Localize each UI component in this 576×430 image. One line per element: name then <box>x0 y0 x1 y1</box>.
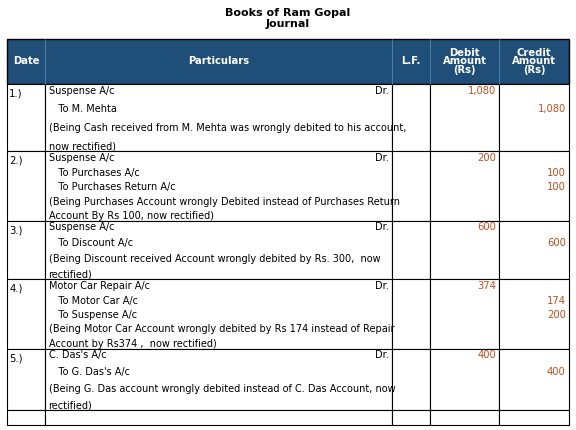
Bar <box>392 221 430 279</box>
Text: Journal: Journal <box>266 19 310 29</box>
Bar <box>499 84 569 151</box>
Text: Dr.: Dr. <box>375 86 389 96</box>
Text: Account by Rs374 ,  now rectified): Account by Rs374 , now rectified) <box>48 338 217 349</box>
Text: To M. Mehta: To M. Mehta <box>48 104 116 114</box>
Bar <box>392 151 430 221</box>
Text: Particulars: Particulars <box>188 56 249 67</box>
Bar <box>499 221 569 279</box>
Bar <box>499 349 569 410</box>
Text: Debit: Debit <box>449 48 480 58</box>
Text: rectified): rectified) <box>48 270 92 280</box>
Text: (Rs): (Rs) <box>453 65 476 75</box>
Text: L.F.: L.F. <box>401 56 421 67</box>
Text: To Motor Car A/c: To Motor Car A/c <box>48 295 138 305</box>
Bar <box>45 84 392 151</box>
Text: Dr.: Dr. <box>375 154 389 163</box>
Text: 200: 200 <box>477 154 496 163</box>
Text: 5.): 5.) <box>9 353 22 363</box>
Text: Amount: Amount <box>443 56 487 67</box>
Bar <box>392 84 430 151</box>
Bar <box>392 410 430 425</box>
Text: (Being Purchases Account wrongly Debited instead of Purchases Return: (Being Purchases Account wrongly Debited… <box>48 197 400 206</box>
Text: 100: 100 <box>547 182 566 192</box>
Bar <box>45 410 392 425</box>
Text: Suspense A/c: Suspense A/c <box>48 154 114 163</box>
Text: Dr.: Dr. <box>375 350 389 360</box>
Text: To Purchases A/c: To Purchases A/c <box>48 168 139 178</box>
Bar <box>45 151 392 221</box>
Text: (Being G. Das account wrongly debited instead of C. Das Account, now: (Being G. Das account wrongly debited in… <box>48 384 395 393</box>
Text: Amount: Amount <box>512 56 556 67</box>
Text: To Discount A/c: To Discount A/c <box>48 238 132 248</box>
Text: To Suspense A/c: To Suspense A/c <box>48 310 137 320</box>
Bar <box>45 349 392 410</box>
Text: 174: 174 <box>547 295 566 305</box>
Text: 200: 200 <box>547 310 566 320</box>
Text: 374: 374 <box>477 281 496 291</box>
Text: 3.): 3.) <box>9 226 22 236</box>
Bar <box>7 84 45 151</box>
Bar <box>430 349 499 410</box>
Text: 4.): 4.) <box>9 283 22 293</box>
Text: Suspense A/c: Suspense A/c <box>48 86 114 96</box>
Text: (Being Cash received from M. Mehta was wrongly debited to his account,: (Being Cash received from M. Mehta was w… <box>48 123 406 133</box>
Text: Dr.: Dr. <box>375 281 389 291</box>
Text: Books of Ram Gopal: Books of Ram Gopal <box>225 8 351 18</box>
Text: 1,080: 1,080 <box>468 86 496 96</box>
Bar <box>430 221 499 279</box>
Bar <box>45 221 392 279</box>
Text: 1,080: 1,080 <box>537 104 566 114</box>
Text: Account By Rs 100, now rectified): Account By Rs 100, now rectified) <box>48 211 214 221</box>
Text: Dr.: Dr. <box>375 222 389 232</box>
Bar <box>45 279 392 349</box>
Bar <box>7 349 45 410</box>
Bar <box>7 410 45 425</box>
Text: Date: Date <box>13 56 39 67</box>
Text: 600: 600 <box>477 222 496 232</box>
Bar <box>7 279 45 349</box>
Bar <box>499 410 569 425</box>
Text: To G. Das's A/c: To G. Das's A/c <box>48 367 130 377</box>
Text: (Being Motor Car Account wrongly debited by Rs 174 instead of Repair: (Being Motor Car Account wrongly debited… <box>48 324 394 334</box>
Bar <box>392 279 430 349</box>
Text: Credit: Credit <box>517 48 552 58</box>
Bar <box>499 151 569 221</box>
Text: To Purchases Return A/c: To Purchases Return A/c <box>48 182 175 192</box>
Text: Motor Car Repair A/c: Motor Car Repair A/c <box>48 281 150 291</box>
Text: C. Das's A/c: C. Das's A/c <box>48 350 106 360</box>
Bar <box>430 84 499 151</box>
Bar <box>430 151 499 221</box>
Bar <box>392 349 430 410</box>
Bar <box>7 39 569 84</box>
Text: now rectified): now rectified) <box>48 141 116 151</box>
Bar <box>499 279 569 349</box>
Bar <box>7 221 45 279</box>
Bar <box>7 151 45 221</box>
Bar <box>430 410 499 425</box>
Text: (Rs): (Rs) <box>523 65 545 75</box>
Text: 1.): 1.) <box>9 89 22 98</box>
Text: 600: 600 <box>547 238 566 248</box>
Text: 400: 400 <box>547 367 566 377</box>
Text: 100: 100 <box>547 168 566 178</box>
Text: 400: 400 <box>477 350 496 360</box>
Text: (Being Discount received Account wrongly debited by Rs. 300,  now: (Being Discount received Account wrongly… <box>48 254 380 264</box>
Text: 2.): 2.) <box>9 156 22 166</box>
Bar <box>430 279 499 349</box>
Text: Suspense A/c: Suspense A/c <box>48 222 114 232</box>
Text: rectified): rectified) <box>48 400 92 410</box>
